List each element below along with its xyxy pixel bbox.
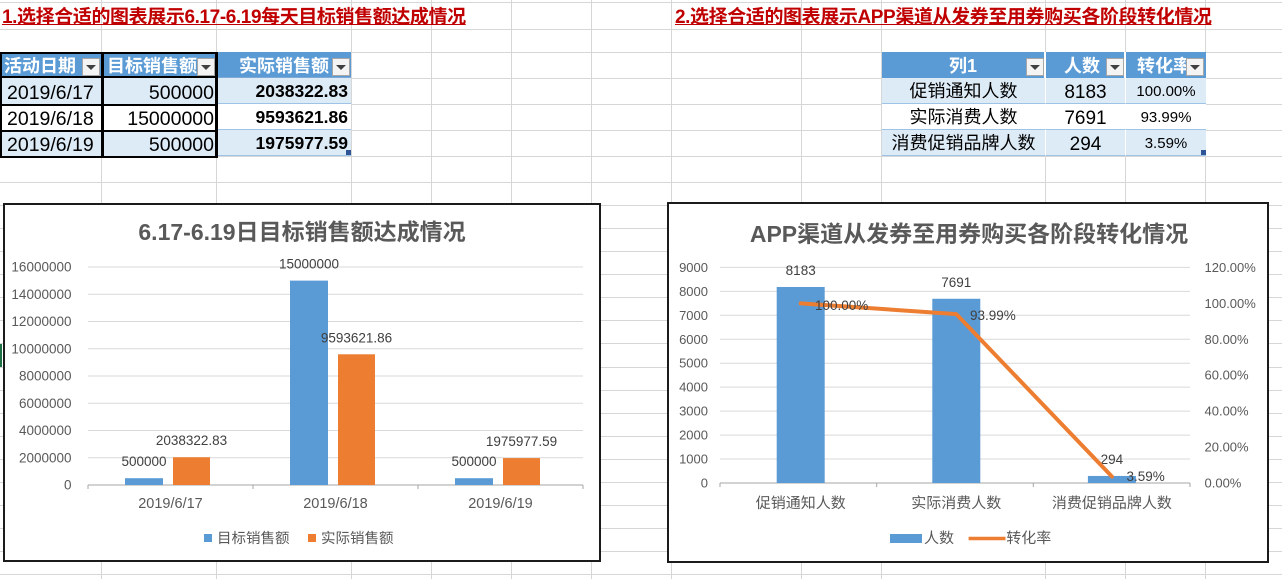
svg-text:0: 0 xyxy=(64,474,72,494)
svg-text:500000: 500000 xyxy=(451,450,496,470)
svg-text:12000000: 12000000 xyxy=(11,310,71,330)
svg-text:4000000: 4000000 xyxy=(19,419,72,439)
svg-text:100.00%: 100.00% xyxy=(815,294,868,314)
svg-text:2019/6/19: 2019/6/19 xyxy=(468,492,533,513)
svg-text:2019/6/18: 2019/6/18 xyxy=(303,492,368,513)
svg-text:7000: 7000 xyxy=(679,305,708,324)
svg-text:2019/6/17: 2019/6/17 xyxy=(138,492,203,513)
svg-text:120.00%: 120.00% xyxy=(1205,257,1257,276)
svg-text:10000000: 10000000 xyxy=(11,337,71,357)
svg-text:2000: 2000 xyxy=(679,425,708,444)
svg-text:3.59%: 3.59% xyxy=(1127,465,1165,485)
svg-text:促销通知人数: 促销通知人数 xyxy=(756,492,846,513)
svg-text:1000: 1000 xyxy=(679,449,708,468)
svg-text:0.00%: 0.00% xyxy=(1205,473,1242,492)
svg-text:6.17-6.19日目标销售额达成情况: 6.17-6.19日目标销售额达成情况 xyxy=(138,213,465,247)
svg-text:8000000: 8000000 xyxy=(19,365,72,385)
svg-text:500000: 500000 xyxy=(121,450,166,470)
svg-text:6000: 6000 xyxy=(679,329,708,348)
svg-text:转化率: 转化率 xyxy=(1006,527,1051,548)
svg-text:实际销售额: 实际销售额 xyxy=(321,527,394,548)
svg-text:5000: 5000 xyxy=(679,353,708,372)
svg-text:3000: 3000 xyxy=(679,401,708,420)
svg-text:6000000: 6000000 xyxy=(19,392,72,412)
svg-text:人数: 人数 xyxy=(924,527,954,548)
svg-text:8000: 8000 xyxy=(679,281,708,300)
svg-text:2038322.83: 2038322.83 xyxy=(156,429,227,449)
svg-text:15000000: 15000000 xyxy=(279,253,339,273)
svg-text:4000: 4000 xyxy=(679,377,708,396)
svg-text:294: 294 xyxy=(1101,448,1124,468)
svg-text:93.99%: 93.99% xyxy=(970,304,1016,324)
svg-text:0: 0 xyxy=(701,473,708,492)
svg-text:9000: 9000 xyxy=(679,257,708,276)
svg-text:20.00%: 20.00% xyxy=(1205,437,1250,456)
svg-text:60.00%: 60.00% xyxy=(1205,365,1250,384)
svg-text:实际消费人数: 实际消费人数 xyxy=(911,492,1001,513)
svg-text:14000000: 14000000 xyxy=(11,283,71,303)
svg-text:1975977.59: 1975977.59 xyxy=(486,430,557,450)
svg-text:16000000: 16000000 xyxy=(11,256,71,276)
svg-text:100.00%: 100.00% xyxy=(1205,293,1257,312)
svg-text:消费促销品牌人数: 消费促销品牌人数 xyxy=(1052,492,1172,513)
svg-text:APP渠道从发券至用券购买各阶段转化情况: APP渠道从发券至用券购买各阶段转化情况 xyxy=(750,215,1188,249)
svg-text:40.00%: 40.00% xyxy=(1205,401,1250,420)
svg-text:2000000: 2000000 xyxy=(19,446,72,466)
svg-text:9593621.86: 9593621.86 xyxy=(321,326,392,346)
svg-text:目标销售额: 目标销售额 xyxy=(217,527,290,548)
svg-text:80.00%: 80.00% xyxy=(1205,329,1250,348)
svg-text:7691: 7691 xyxy=(941,271,971,291)
svg-text:8183: 8183 xyxy=(786,259,816,279)
